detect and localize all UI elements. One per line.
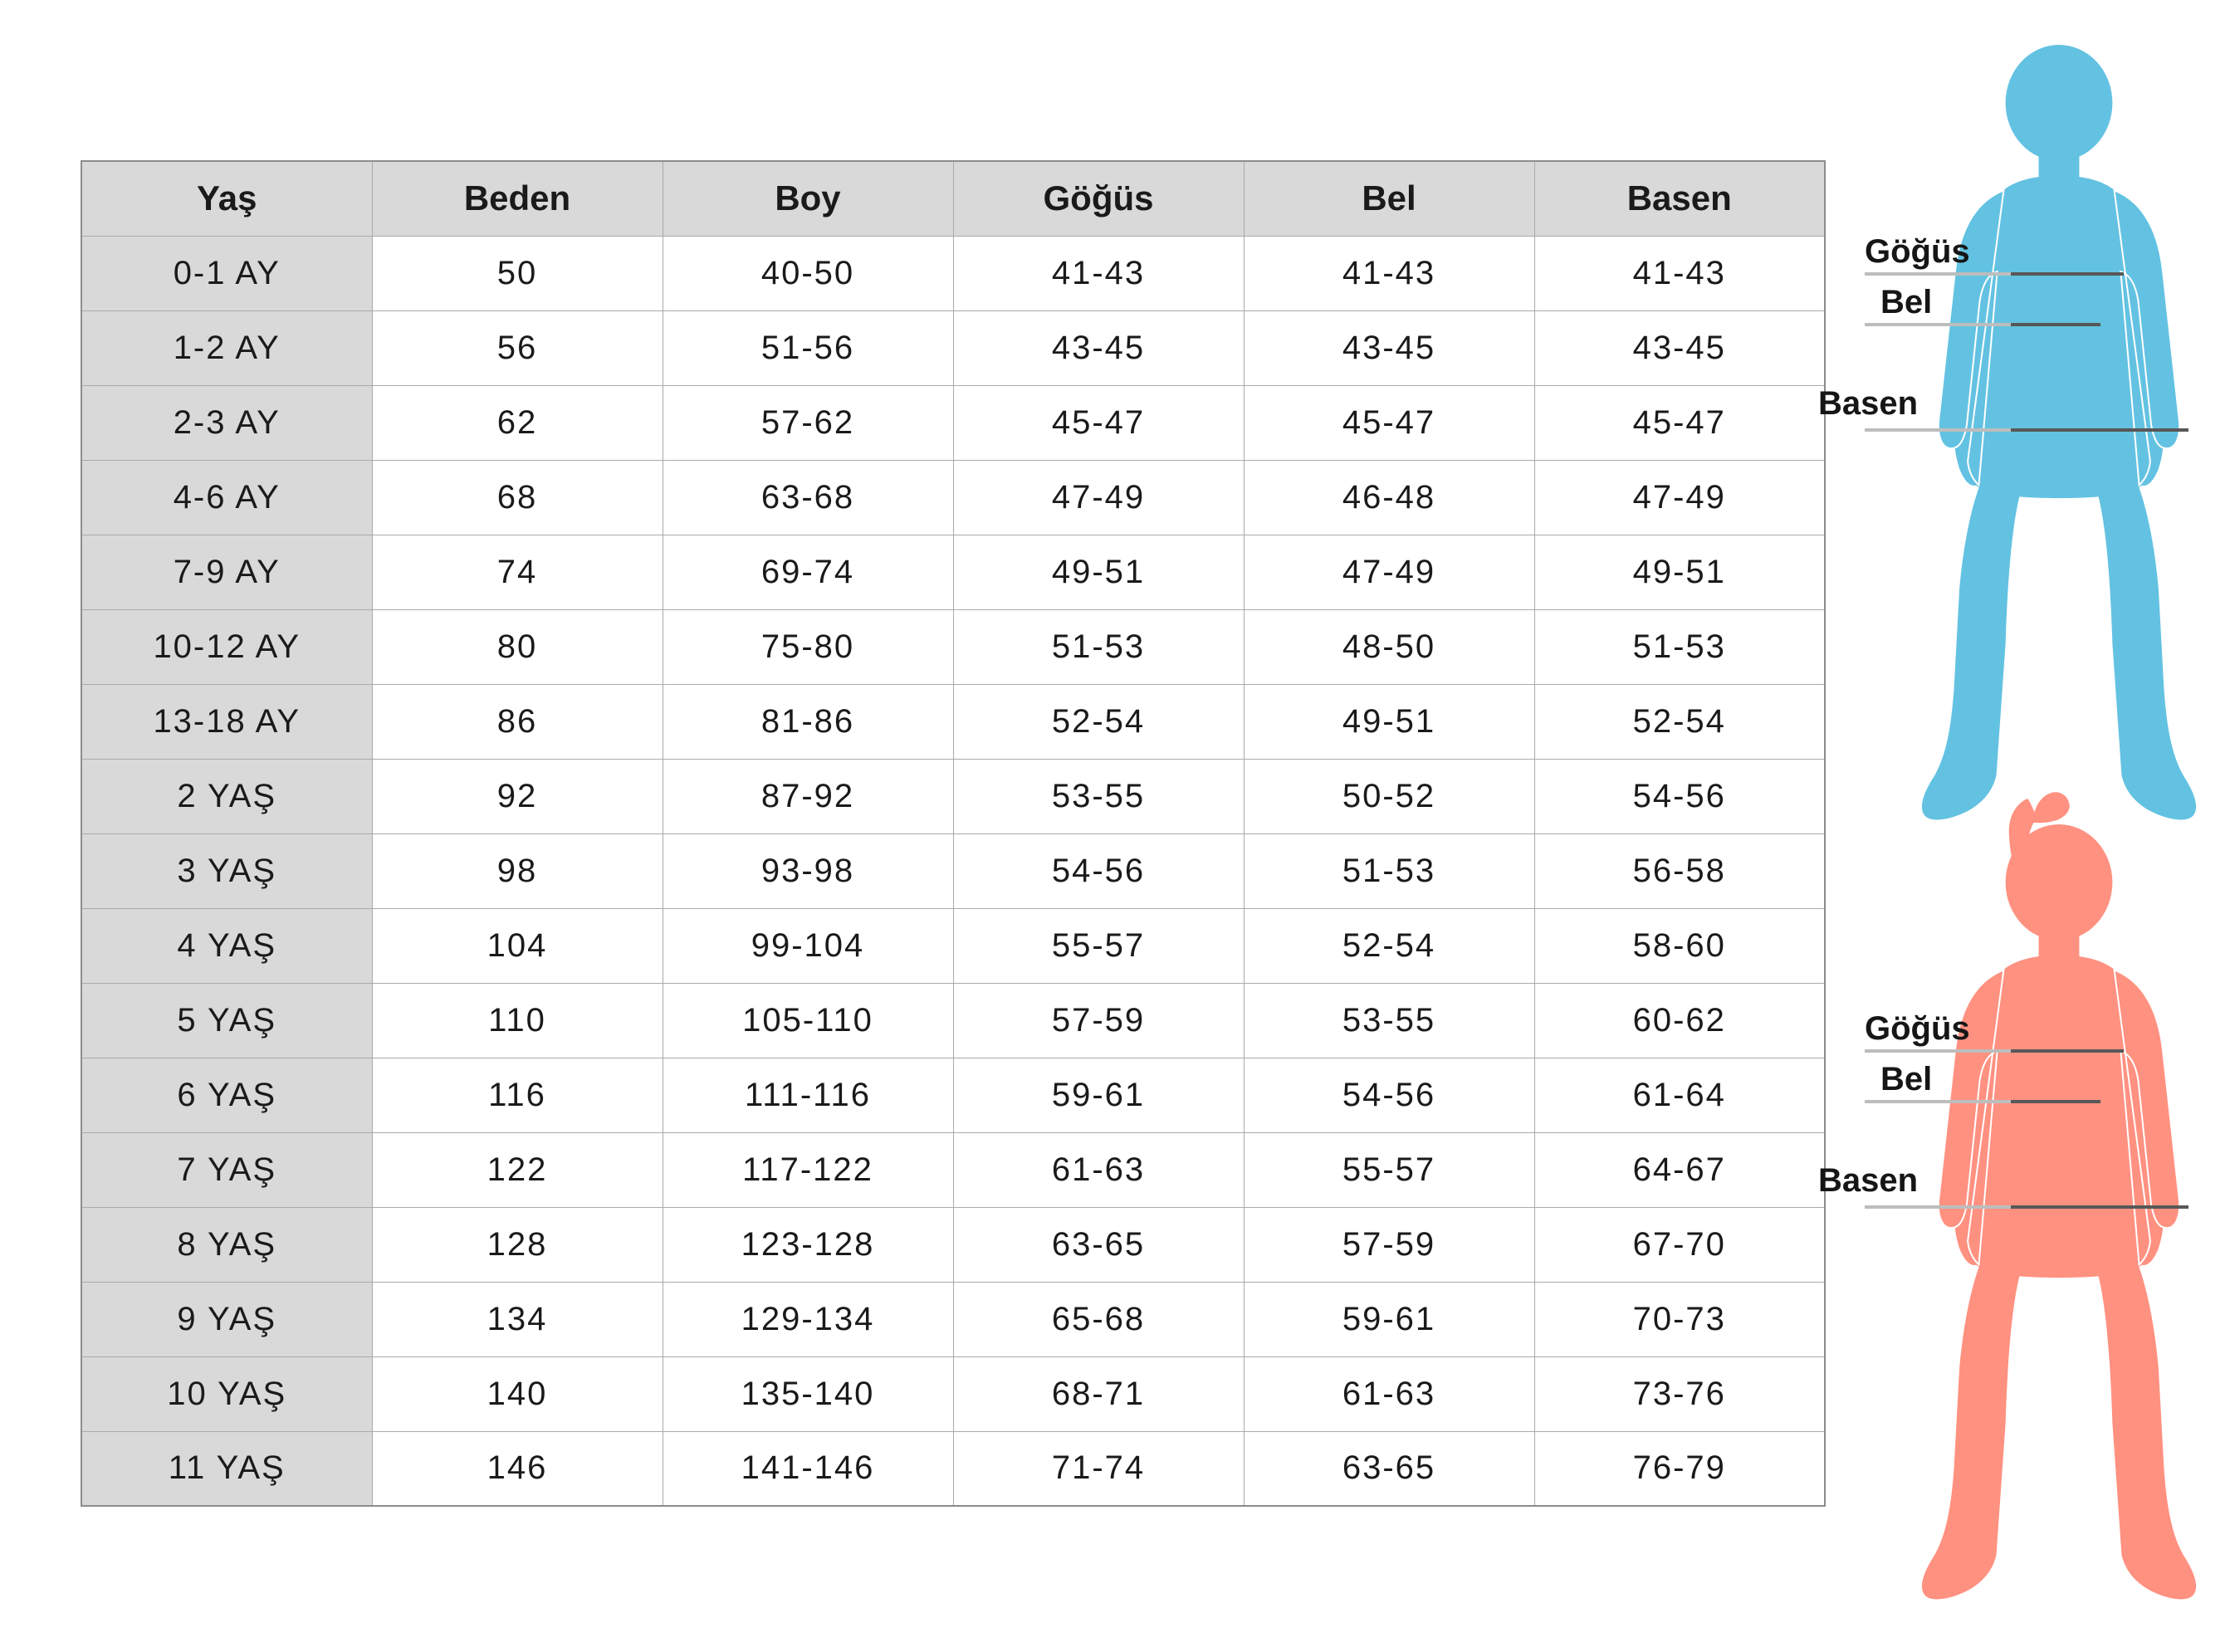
svg-text:Göğüs: Göğüs <box>1865 1010 1970 1047</box>
svg-text:Bel: Bel <box>1880 284 1932 320</box>
svg-text:Göğüs: Göğüs <box>1865 233 1970 270</box>
svg-text:Basen: Basen <box>1818 385 1918 422</box>
svg-text:Basen: Basen <box>1818 1162 1918 1199</box>
svg-text:Bel: Bel <box>1880 1061 1932 1097</box>
